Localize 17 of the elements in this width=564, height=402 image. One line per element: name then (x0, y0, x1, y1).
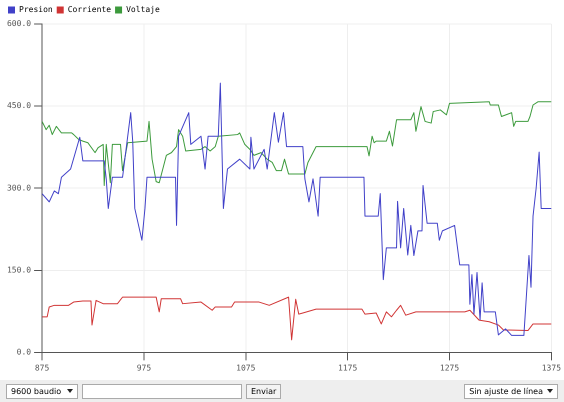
x-tick-label: 975 (136, 363, 152, 372)
legend-label: Corriente (68, 5, 112, 14)
y-tick-label: 0.0 (16, 347, 32, 356)
legend-label: Voltaje (126, 5, 160, 14)
y-tick-label: 600.0 (6, 19, 32, 28)
x-tick-label: 1175 (338, 363, 358, 372)
legend-label: Presion (19, 5, 53, 14)
x-tick-label: 875 (34, 363, 50, 372)
text: Sin ajuste de línea (469, 386, 543, 396)
text: 9600 baudio (11, 386, 62, 396)
y-tick-label: 300.0 (6, 183, 32, 192)
y-tick-label: 150.0 (6, 265, 32, 274)
x-tick-label: 1375 (542, 363, 562, 372)
y-tick-label: 450.0 (6, 101, 32, 110)
x-tick-label: 1275 (440, 363, 460, 372)
x-tick-label: 1075 (236, 363, 256, 372)
text: Enviar (246, 384, 282, 398)
